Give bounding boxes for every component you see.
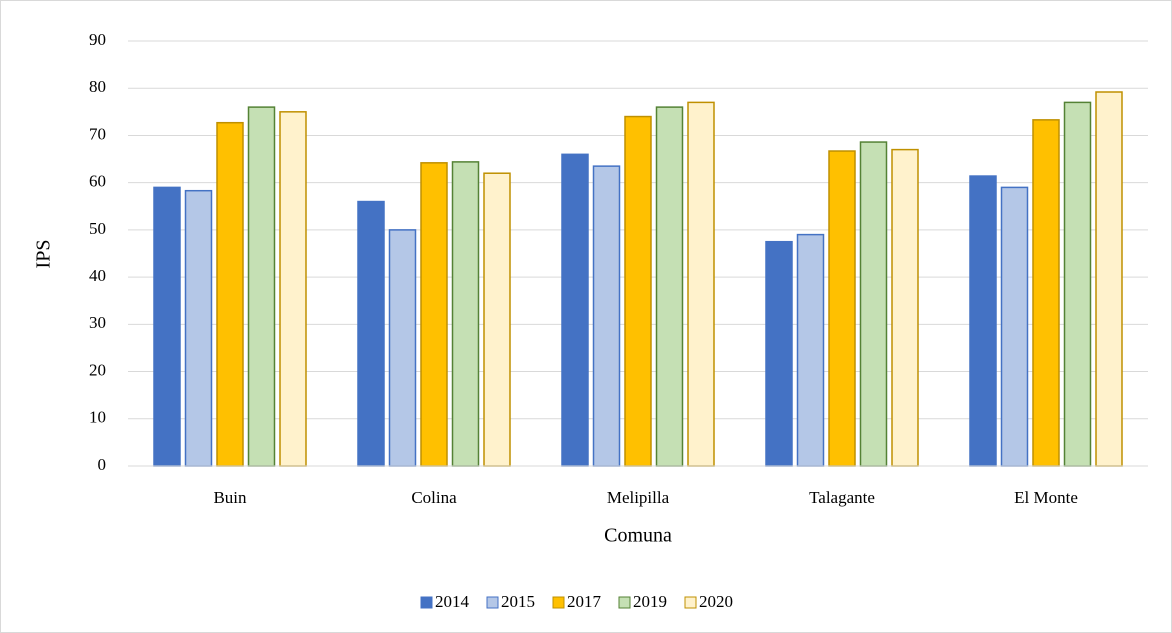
legend-label: 2017: [567, 592, 602, 611]
bar: [624, 115, 652, 467]
y-tick-label: 70: [89, 124, 106, 143]
bar: [1063, 101, 1092, 467]
bar: [969, 175, 997, 467]
legend-label: 2020: [699, 592, 733, 611]
y-tick-label: 90: [89, 30, 106, 49]
bar: [388, 229, 417, 467]
y-tick-label: 30: [89, 313, 106, 332]
x-tick-label: Colina: [411, 488, 457, 507]
legend-label: 2015: [501, 592, 535, 611]
bar: [420, 162, 448, 467]
legend-swatch: [552, 596, 565, 609]
bar: [891, 148, 919, 467]
x-tick-label: Melipilla: [607, 488, 670, 507]
bar: [1095, 91, 1123, 467]
x-tick-label: El Monte: [1014, 488, 1078, 507]
bar: [357, 200, 385, 467]
bar: [561, 153, 589, 467]
bar: [655, 106, 684, 467]
bar: [1000, 186, 1029, 467]
y-tick-label: 50: [89, 219, 106, 238]
y-axis-label: IPS: [33, 240, 55, 269]
bar: [483, 172, 511, 467]
bar: [1032, 119, 1060, 467]
bar: [153, 186, 181, 467]
bar: [687, 101, 715, 467]
bar: [279, 111, 307, 467]
bar: [216, 121, 244, 467]
y-tick-label: 20: [89, 360, 106, 379]
legend-label: 2019: [633, 592, 667, 611]
bar: [451, 161, 480, 467]
y-tick-label: 40: [89, 266, 106, 285]
bar: [247, 106, 276, 467]
bar: [765, 240, 793, 467]
bar: [828, 150, 856, 467]
y-tick-label: 60: [89, 172, 106, 191]
bar: [184, 189, 213, 467]
legend-swatch: [486, 596, 499, 609]
legend-swatch: [420, 596, 433, 609]
x-axis-label: Comuna: [604, 525, 672, 547]
bar: [796, 233, 825, 467]
y-tick-label: 0: [98, 455, 107, 474]
x-tick-label: Buin: [213, 488, 247, 507]
legend-label: 2014: [435, 592, 470, 611]
bar: [859, 141, 888, 467]
y-tick-label: 80: [89, 77, 106, 96]
legend-swatch: [684, 596, 697, 609]
x-tick-label: Talagante: [809, 488, 875, 507]
y-tick-label: 10: [89, 408, 106, 427]
legend-swatch: [618, 596, 631, 609]
bar: [592, 165, 621, 467]
